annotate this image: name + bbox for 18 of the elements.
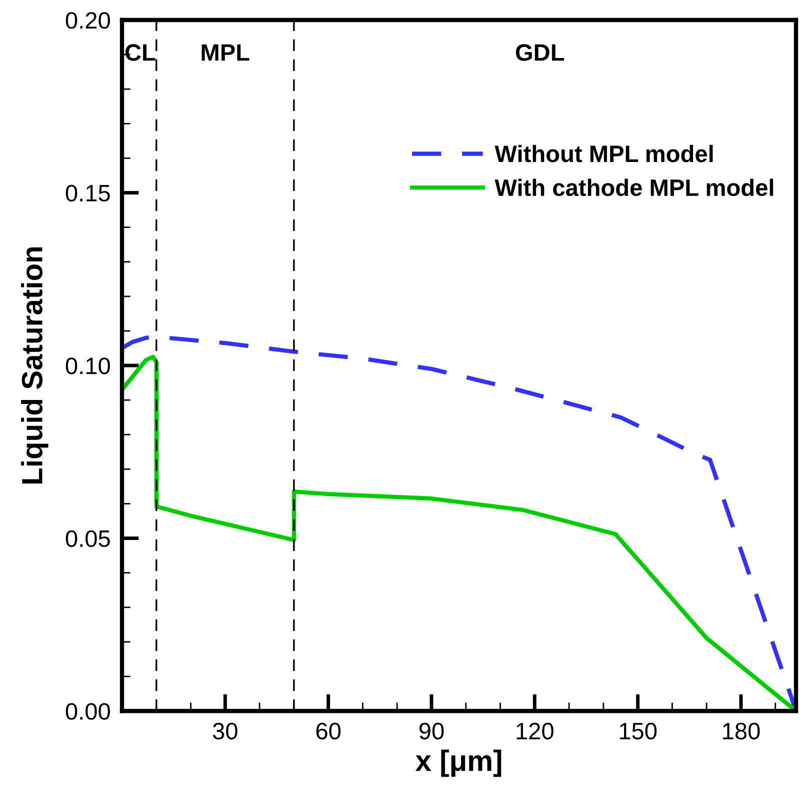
y-tick-label: 0.20 [66, 12, 110, 29]
x-tick-label: 30 [212, 722, 238, 740]
x-tick-label: 120 [516, 722, 554, 740]
y-tick-label: 0.10 [66, 358, 110, 374]
legend-label: With cathode MPL model [494, 178, 774, 196]
annotation: GDL [516, 44, 564, 61]
x-tick-label: 60 [316, 722, 341, 740]
x-tick-label: 150 [620, 722, 657, 740]
y-tick-label: 0.00 [66, 703, 110, 720]
annotation: CL [125, 44, 156, 61]
legend-label: Without MPL model [494, 144, 713, 162]
y-tick-label: 0.15 [66, 184, 110, 202]
x-tick-label: 180 [723, 722, 760, 740]
annotation: MPL [202, 44, 250, 61]
x-axis-title: x [μm] [415, 750, 502, 777]
y-axis-title: Liquid Saturation [21, 247, 48, 484]
y-tick-label: 0.05 [66, 530, 110, 548]
x-tick-label: 90 [419, 722, 444, 740]
